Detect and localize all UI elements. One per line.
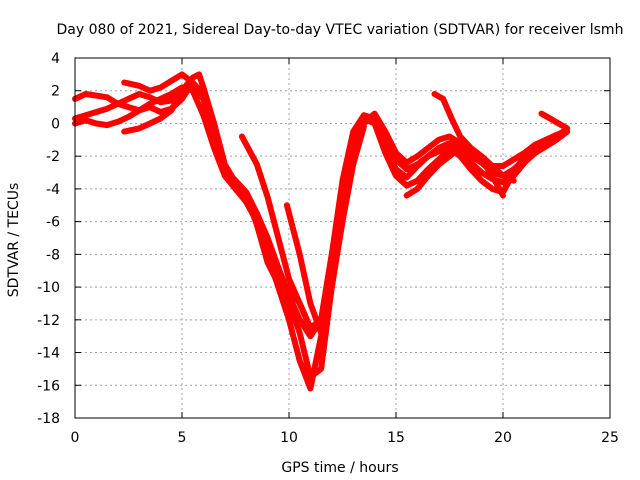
y-tick-label: -2 (46, 149, 60, 165)
trace-3 (72, 79, 569, 331)
x-tick-label: 25 (601, 430, 619, 446)
traces (72, 71, 571, 392)
plot-frame (74, 57, 611, 419)
y-tick-label: -8 (46, 247, 60, 263)
trace-7 (283, 123, 367, 336)
trace-8 (403, 145, 506, 199)
trace-5 (121, 71, 196, 94)
x-tick-label: 20 (494, 430, 512, 446)
trace-9 (431, 91, 517, 184)
chart-title: Day 080 of 2021, Sidereal Day-to-day VTE… (57, 22, 624, 38)
trace-10 (538, 110, 571, 132)
y-ticks: 4 2 0 -2 -4 -6 -8 -10 -12 -14 -16 -18 (37, 51, 610, 427)
y-tick-label: -12 (37, 313, 60, 329)
y-tick-label: 2 (51, 84, 60, 100)
x-axis-label: GPS time / hours (281, 460, 398, 476)
y-tick-label: -4 (46, 182, 60, 198)
x-ticks: 0 5 10 15 20 25 (71, 58, 619, 446)
y-tick-label: -14 (37, 346, 60, 362)
y-tick-label: -10 (37, 280, 60, 296)
y-axis-label: SDTVAR / TECUs (6, 183, 22, 298)
y-tick-label: -16 (37, 378, 60, 394)
y-tick-label: 4 (51, 51, 60, 67)
x-tick-label: 15 (387, 430, 405, 446)
x-tick-label: 0 (71, 430, 80, 446)
trace-6 (238, 133, 314, 331)
y-tick-label: 0 (51, 116, 60, 132)
y-tick-label: -6 (46, 215, 60, 231)
x-tick-label: 10 (280, 430, 298, 446)
y-tick-label: -18 (37, 411, 60, 427)
x-tick-label: 5 (178, 430, 187, 446)
trace-1 (72, 84, 569, 392)
